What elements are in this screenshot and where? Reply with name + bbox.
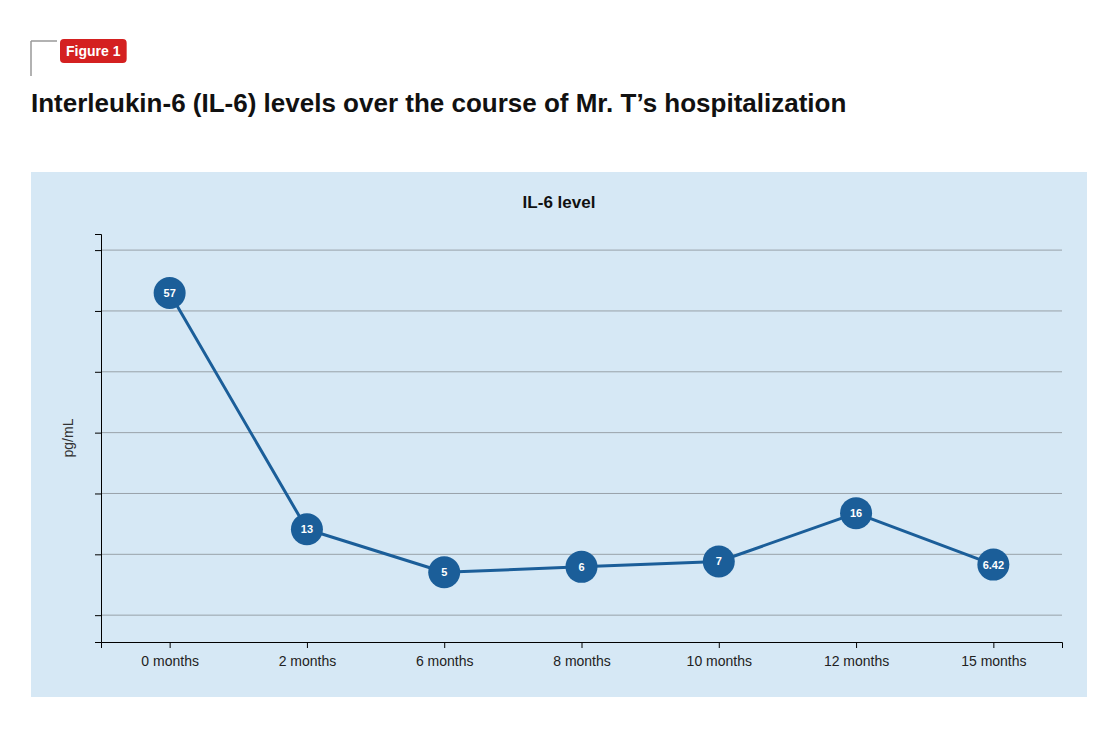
y-tick [95,493,101,494]
x-tick: 6 months [416,642,474,669]
y-tick [95,554,101,555]
grid-line [101,371,1062,372]
chart-subtitle: IL-6 level [523,193,596,212]
y-tick-mark [95,433,101,434]
y-tick [95,311,101,312]
x-tick: 12 months [824,642,889,669]
data-labels: 57 13 5 6 7 16 6.42 [164,287,1005,578]
x-tick: 8 months [553,642,611,669]
x-axis: 0 months 2 months 6 months 8 months 10 month… [102,642,1063,669]
y-tick-mark [95,554,101,555]
data-label: 13 [301,523,313,535]
x-tick: 15 months [961,642,1026,669]
badge-background [60,39,127,63]
line [170,293,994,572]
chart-root: Figure 1 Interleukin-6 (IL-6) levels over… [0,0,1100,730]
y-tick-mark [95,493,101,494]
grid-line [101,310,1062,311]
plot-area: 0 months 2 months 6 months 8 months 10 month… [95,235,1063,669]
x-tick-mark [170,642,171,648]
grid-line [101,250,1062,251]
y-tick [95,615,101,616]
x-tick-label: 8 months [553,653,611,669]
point [428,556,460,588]
y-axis-title: pg/mL [60,418,76,457]
data-label: 6 [578,561,584,573]
data-label: 5 [441,566,447,578]
point [703,545,735,577]
x-tick: 0 months [141,642,199,669]
x-tick-mark [993,642,994,648]
x-tick-mark [582,642,583,648]
x-tick-label: 0 months [141,653,199,669]
chart-panel [31,172,1087,697]
x-tick-mark [856,642,857,648]
y-tick [95,433,101,434]
point [154,277,186,309]
y-tick-mark [95,615,101,616]
data-label: 57 [164,287,176,299]
data-label: 7 [716,555,722,567]
data-label: 16 [850,507,862,519]
point [291,513,323,545]
y-axis [95,235,102,643]
grid [101,250,1062,615]
x-axis-line [102,643,1063,649]
x-tick: 2 months [279,642,337,669]
grid-line [101,615,1062,616]
x-tick-label: 6 months [416,653,474,669]
y-tick [95,250,101,251]
data-label: 6.42 [983,559,1004,571]
point [977,549,1009,581]
y-tick-mark [95,311,101,312]
y-tick-mark [95,250,101,251]
x-tick-mark [444,642,445,648]
x-tick-label: 12 months [824,653,889,669]
grid-line [101,432,1062,433]
figure-badge: Figure 1 [60,39,127,63]
y-tick-mark [95,372,101,373]
point [566,551,598,583]
y-tick [95,372,101,373]
x-tick-label: 2 months [279,653,337,669]
x-tick-mark [307,642,308,648]
x-tick-label: 15 months [961,653,1026,669]
figure-label: Figure 1 [66,43,121,59]
grid-line [101,493,1062,494]
marks [154,277,1010,588]
y-axis-line [95,235,102,643]
x-tick-label: 10 months [687,653,752,669]
corner-bracket [31,41,57,76]
x-tick: 10 months [687,642,752,669]
chart-title: Interleukin-6 (IL-6) levels over the cou… [31,88,846,118]
x-tick-mark [719,642,720,648]
point [840,497,872,529]
